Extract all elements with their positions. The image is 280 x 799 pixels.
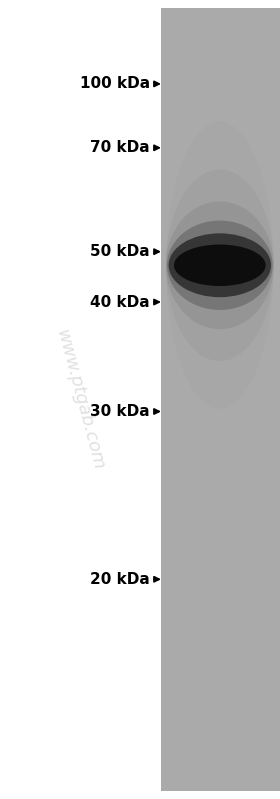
Ellipse shape (169, 233, 271, 297)
Ellipse shape (166, 121, 274, 409)
Ellipse shape (174, 244, 266, 286)
Ellipse shape (167, 221, 273, 310)
Text: 70 kDa: 70 kDa (90, 141, 150, 155)
Text: www.ptgab.com: www.ptgab.com (52, 327, 107, 472)
Bar (161, 8, 280, 791)
Text: 40 kDa: 40 kDa (90, 295, 150, 309)
Text: 50 kDa: 50 kDa (90, 244, 150, 259)
Ellipse shape (166, 201, 274, 329)
Text: 100 kDa: 100 kDa (80, 77, 150, 91)
Text: 30 kDa: 30 kDa (90, 404, 150, 419)
Text: 20 kDa: 20 kDa (90, 572, 150, 586)
Ellipse shape (166, 169, 274, 361)
